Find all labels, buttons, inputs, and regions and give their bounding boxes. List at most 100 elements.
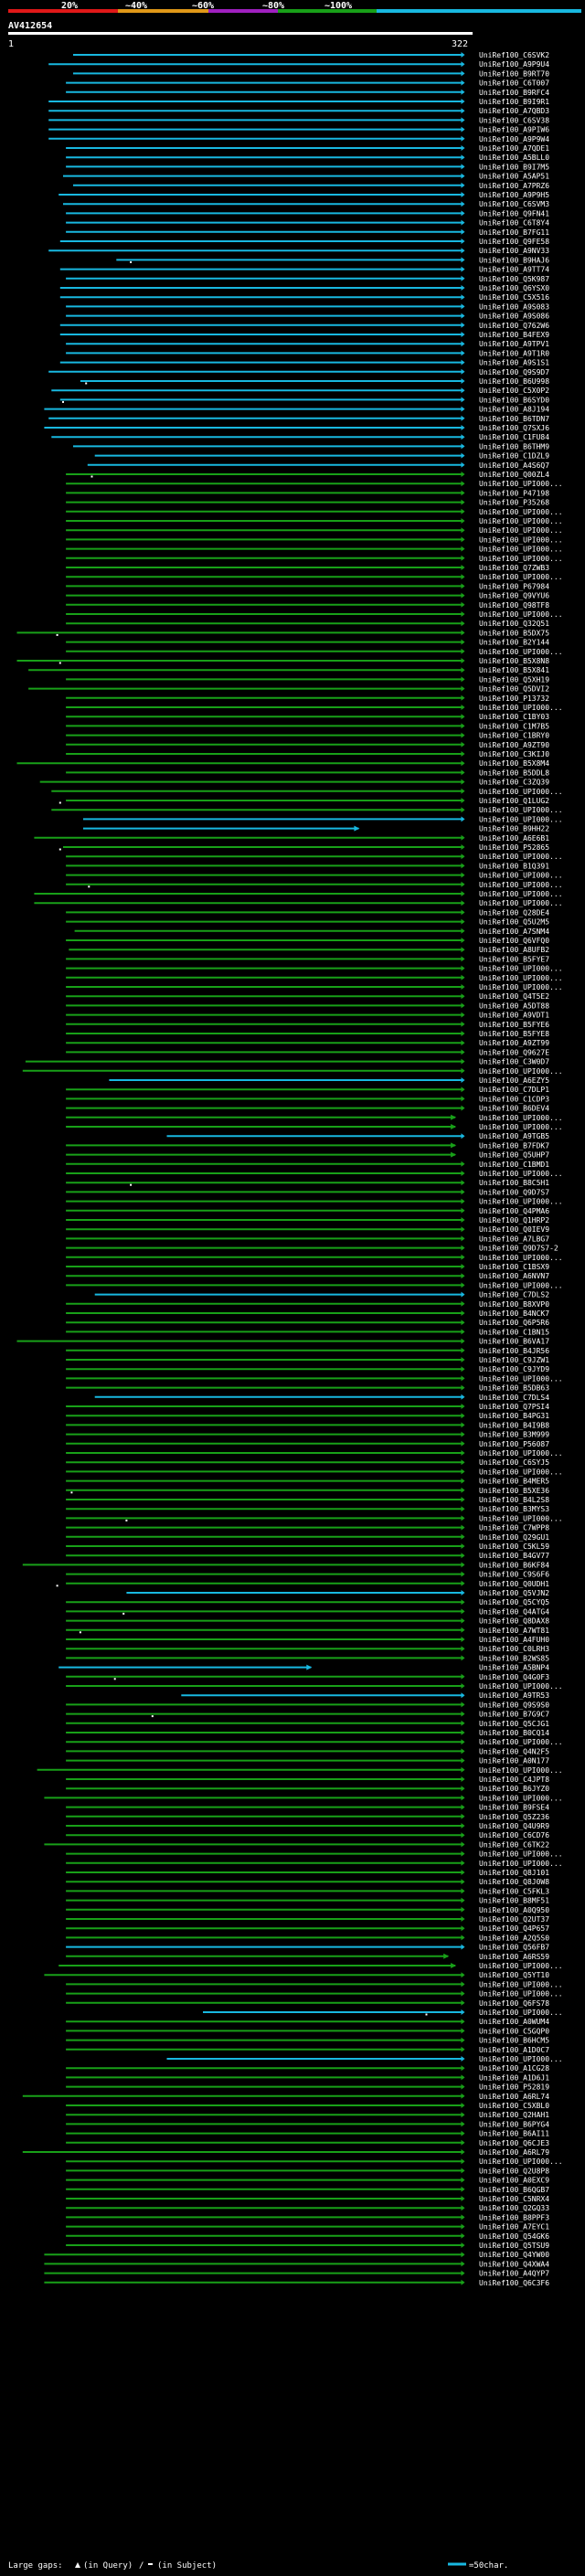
hit-label[interactable]: UniRef100_A7SNM4 [479,928,549,936]
hit-label[interactable]: UniRef100_Q4P657 [479,1924,549,1933]
hit-label[interactable]: UniRef100_C1DZL9 [479,452,549,461]
hit-label[interactable]: UniRef100_Q5CYQ5 [479,1598,549,1606]
hit-label[interactable]: UniRef100_UPI000... [479,872,563,880]
hit-label[interactable]: UniRef100_B9I7M5 [479,163,549,171]
hit-label[interactable]: UniRef100_A5BNP4 [479,1664,549,1672]
hit-label[interactable]: UniRef100_A9TR53 [479,1691,549,1700]
hit-label[interactable]: UniRef100_C5NRX4 [479,2195,549,2203]
hit-label[interactable]: UniRef100_C6SYJ5 [479,1458,549,1467]
hit-label[interactable]: UniRef100_C6SVK2 [479,51,549,59]
hit-label[interactable]: UniRef100_Q6C3F6 [479,2279,549,2287]
hit-label[interactable]: UniRef100_UPI000... [479,1860,563,1868]
hit-label[interactable]: UniRef100_Q54GK6 [479,2232,549,2241]
hit-label[interactable]: UniRef100_Q5K987 [479,275,549,283]
hit-label[interactable]: UniRef100_UPI000... [479,983,563,991]
hit-label[interactable]: UniRef100_B6JYZ0 [479,1785,549,1793]
hit-label[interactable]: UniRef100_UPI000... [479,1067,563,1076]
hit-label[interactable]: UniRef100_UPI000... [479,535,563,544]
hit-label[interactable]: UniRef100_C1BMD1 [479,1161,549,1169]
hit-label[interactable]: UniRef100_Q8DAX8 [479,1617,549,1626]
hit-label[interactable]: UniRef100_B8C5H1 [479,1179,549,1187]
hit-label[interactable]: UniRef100_Q6VFQ0 [479,937,549,945]
hit-label[interactable]: UniRef100_Q0UDH1 [479,1580,549,1588]
hit-label[interactable]: UniRef100_Q56FB7 [479,1944,549,1952]
hit-label[interactable]: UniRef100_A7LBG7 [479,1235,549,1243]
hit-label[interactable]: UniRef100_A6E6B1 [479,834,549,843]
hit-label[interactable]: UniRef100_B5FYE8 [479,1030,549,1038]
hit-label[interactable]: UniRef100_A1CG28 [479,2064,549,2072]
hit-label[interactable]: UniRef100_Q9S9D7 [479,368,549,376]
hit-label[interactable]: UniRef100_B0CQ14 [479,1729,549,1737]
hit-label[interactable]: UniRef100_C7DLS4 [479,1394,549,1402]
hit-label[interactable]: UniRef100_Q5CJG1 [479,1720,549,1728]
hit-label[interactable]: UniRef100_B4NCK7 [479,1309,549,1318]
hit-label[interactable]: UniRef100_B7G9C7 [479,1711,549,1719]
hit-label[interactable]: UniRef100_Q9D7S7 [479,1188,549,1196]
hit-label[interactable]: UniRef100_A7QBD3 [479,107,549,115]
hit-label[interactable]: UniRef100_A9VDT1 [479,1012,549,1020]
hit-label[interactable]: UniRef100_UPI000... [479,1123,563,1131]
hit-label[interactable]: UniRef100_Q4PMA6 [479,1207,549,1215]
hit-label[interactable]: UniRef100_UPI000... [479,508,563,516]
hit-label[interactable]: UniRef100_B4GV77 [479,1552,549,1560]
hit-label[interactable]: UniRef100_UPI000... [479,526,563,535]
hit-label[interactable]: UniRef100_Q5YT10 [479,1971,549,1979]
hit-label[interactable]: UniRef100_C6TK22 [479,1840,549,1849]
hit-label[interactable]: UniRef100_Q6P5R6 [479,1319,549,1327]
hit-label[interactable]: UniRef100_B5X8M4 [479,759,549,768]
hit-label[interactable]: UniRef100_Q6CJE3 [479,2139,549,2147]
hit-label[interactable]: UniRef100_Q28DE4 [479,908,549,917]
hit-label[interactable]: UniRef100_Q5UHP7 [479,1151,549,1160]
hit-label[interactable]: UniRef100_B4L2S8 [479,1496,549,1504]
hit-label[interactable]: UniRef100_B9FSE4 [479,1804,549,1812]
hit-label[interactable]: UniRef100_A8J194 [479,406,549,414]
hit-label[interactable]: UniRef100_B6PYG4 [479,2120,549,2128]
hit-label[interactable]: UniRef100_C5FKL3 [479,1887,549,1895]
hit-label[interactable]: UniRef100_B4I9B8 [479,1421,549,1429]
hit-label[interactable]: UniRef100_P35268 [479,499,549,507]
hit-label[interactable]: UniRef100_C7DLS2 [479,1291,549,1299]
hit-label[interactable]: UniRef100_Q7PSI4 [479,1403,549,1411]
hit-label[interactable]: UniRef100_Q5TSU9 [479,2242,549,2250]
hit-label[interactable]: UniRef100_Q2U8P8 [479,2167,549,2175]
hit-label[interactable]: UniRef100_Q9627E [479,1048,549,1056]
hit-label[interactable]: UniRef100_A7QDE1 [479,144,549,153]
hit-label[interactable]: UniRef100_Q98TF8 [479,601,549,610]
hit-label[interactable]: UniRef100_C3KIJ0 [479,750,549,758]
hit-label[interactable]: UniRef100_UPI000... [479,1254,563,1262]
hit-label[interactable]: UniRef100_P47198 [479,489,549,497]
hit-label[interactable]: UniRef100_C1BY03 [479,713,549,721]
hit-label[interactable]: UniRef100_A0Q950 [479,1906,549,1914]
hit-label[interactable]: UniRef100_C1BRY0 [479,732,549,740]
hit-label[interactable]: UniRef100_Q5DVI2 [479,685,549,694]
hit-label[interactable]: UniRef100_Q2HAH1 [479,2111,549,2119]
hit-label[interactable]: UniRef100_C6T8Y4 [479,219,549,228]
hit-label[interactable]: UniRef100_C9JZW1 [479,1356,549,1364]
hit-label[interactable]: UniRef100_Q9FE58 [479,238,549,246]
hit-label[interactable]: UniRef100_UPI000... [479,815,563,823]
hit-label[interactable]: UniRef100_UPI000... [479,1850,563,1859]
hit-label[interactable]: UniRef100_A5AP51 [479,173,549,181]
hit-label[interactable]: UniRef100_A9PIW6 [479,126,549,134]
hit-label[interactable]: UniRef100_Q9S9S0 [479,1701,549,1709]
hit-label[interactable]: UniRef100_A0N177 [479,1757,549,1765]
hit-label[interactable]: UniRef100_P13732 [479,694,549,703]
hit-label[interactable]: UniRef100_C1CDP3 [479,1095,549,1103]
hit-label[interactable]: UniRef100_UPI000... [479,2009,563,2017]
hit-label[interactable]: UniRef100_A9NV33 [479,247,549,255]
hit-label[interactable]: UniRef100_A6RS59 [479,1953,549,1961]
hit-label[interactable]: UniRef100_B5DDL8 [479,769,549,777]
hit-label[interactable]: UniRef100_B5DX75 [479,629,549,637]
hit-label[interactable]: UniRef100_UPI000... [479,1738,563,1746]
hit-label[interactable]: UniRef100_B9HH22 [479,825,549,833]
hit-label[interactable]: UniRef100_Q6YSX0 [479,284,549,292]
hit-label[interactable]: UniRef100_B4JR56 [479,1347,549,1355]
hit-label[interactable]: UniRef100_B8MF51 [479,1897,549,1905]
hit-label[interactable]: UniRef100_A2Q5S0 [479,1934,549,1942]
hit-label[interactable]: UniRef100_B6QGB7 [479,2186,549,2194]
hit-label[interactable]: UniRef100_C6T007 [479,80,549,88]
hit-label[interactable]: UniRef100_B6THM9 [479,442,549,451]
hit-label[interactable]: UniRef100_C3ZQ39 [479,779,549,787]
hit-label[interactable]: UniRef100_C5GQP0 [479,2027,549,2035]
hit-label[interactable]: UniRef100_P67984 [479,582,549,590]
